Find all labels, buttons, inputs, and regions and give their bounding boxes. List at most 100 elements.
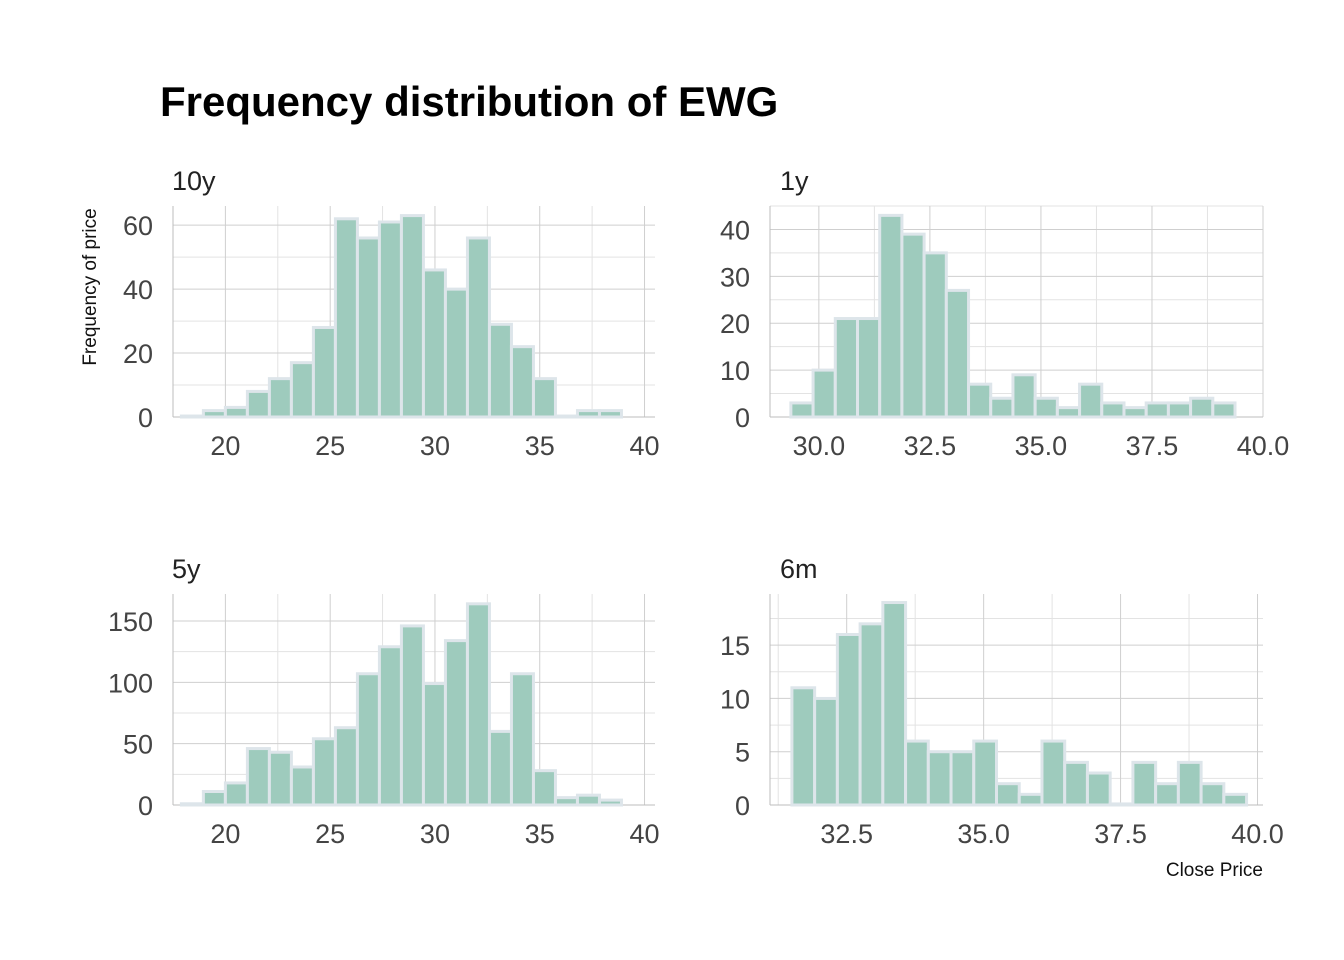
histogram-bar (355, 672, 381, 807)
y-tick-label: 60 (123, 211, 153, 241)
histogram-bar (509, 345, 535, 419)
histogram-bar (1108, 802, 1135, 807)
histogram-bar (289, 765, 315, 807)
facet-label: 10y (172, 166, 216, 196)
y-tick-label: 40 (123, 275, 153, 305)
histogram-bar (811, 368, 837, 419)
histogram-bar (1199, 782, 1226, 807)
y-tick-label: 10 (720, 356, 750, 386)
y-tick-label: 5 (735, 738, 750, 768)
histogram-bar (835, 632, 862, 807)
histogram-bar (597, 798, 623, 807)
x-tick-label: 35 (525, 431, 555, 461)
histogram-bar (465, 602, 491, 807)
histogram-bar (531, 377, 557, 419)
panel-10y: 10y 20 25 30 35 40 0 20 40 60 (123, 166, 660, 461)
y-tick-label: 50 (123, 730, 153, 760)
histogram-bar (465, 236, 491, 419)
histogram-bar (553, 796, 579, 807)
x-tick-label: 25 (315, 819, 345, 849)
histogram-bar (1222, 792, 1249, 807)
histogram-bar (531, 769, 557, 807)
histogram-bar (949, 750, 976, 807)
histogram-bar (858, 622, 885, 807)
histogram-bar (972, 739, 999, 807)
histogram-bar (421, 268, 447, 419)
facet-label: 5y (172, 554, 201, 584)
histogram-bar (790, 686, 817, 807)
x-tick-label: 35 (525, 819, 555, 849)
histogram-bar (333, 726, 359, 807)
x-tick-label: 35.0 (957, 819, 1010, 849)
facet-panels: 10y 20 25 30 35 40 0 20 40 60 1y 30.0 32.5 35.0 37.5 40… (108, 166, 1289, 849)
y-tick-label: 100 (108, 668, 153, 698)
y-tick-label: 150 (108, 607, 153, 637)
histogram-bar (179, 414, 205, 419)
facet-label: 1y (780, 166, 809, 196)
x-tick-label: 30 (420, 431, 450, 461)
histogram-bar (377, 645, 403, 807)
panel-1y: 1y 30.0 32.5 35.0 37.5 40.0 0 10 20 30 40 (720, 166, 1289, 461)
histogram-bar (179, 802, 205, 807)
histogram-bar (833, 317, 859, 419)
x-tick-label: 30 (420, 819, 450, 849)
histogram-bar (1131, 760, 1158, 807)
x-tick-label: 32.5 (820, 819, 873, 849)
histogram-bar (989, 396, 1015, 419)
histogram-bar (201, 790, 227, 807)
y-tick-label: 20 (720, 309, 750, 339)
histogram-bar (289, 361, 315, 419)
histogram-bar (1100, 401, 1126, 419)
x-tick-label: 30.0 (793, 431, 846, 461)
x-tick-label: 25 (315, 431, 345, 461)
histogram-bar (223, 781, 249, 807)
y-tick-label: 0 (138, 791, 153, 821)
x-axis-title: Close Price (1166, 860, 1263, 881)
histogram-bar (267, 750, 293, 807)
histogram-bar (1055, 406, 1082, 419)
histogram-bar (995, 782, 1021, 807)
histogram-bar (399, 214, 425, 419)
histogram-bar (1144, 401, 1170, 419)
x-tick-label: 40 (629, 819, 659, 849)
histogram-bar (245, 747, 271, 807)
histogram-bar (1017, 792, 1044, 807)
histogram-bar (1078, 382, 1104, 419)
y-tick-label: 15 (720, 631, 750, 661)
histogram-bar (1176, 760, 1203, 807)
chart-title: Frequency distribution of EWG (160, 78, 778, 125)
histogram-bar (1085, 771, 1112, 807)
y-tick-label: 0 (735, 791, 750, 821)
histogram-bar (575, 793, 601, 807)
histogram-bar (881, 601, 908, 807)
x-tick-label: 37.5 (1126, 431, 1179, 461)
histogram-bar (201, 409, 227, 419)
histogram-bar (1122, 406, 1148, 419)
x-tick-label: 40 (629, 431, 659, 461)
histogram-bar (967, 382, 993, 419)
histogram-bar (1211, 401, 1237, 419)
histogram-bar (575, 409, 601, 419)
x-tick-label: 37.5 (1094, 819, 1147, 849)
y-tick-label: 20 (123, 339, 153, 369)
histogram-bar (855, 317, 882, 419)
x-tick-label: 20 (210, 431, 240, 461)
histogram-bar (333, 217, 359, 419)
histogram-bar (267, 377, 293, 419)
histogram-bar (813, 696, 839, 807)
histogram-bar (789, 401, 815, 419)
x-tick-label: 20 (210, 819, 240, 849)
histogram-bar (311, 325, 337, 419)
histogram-bar (487, 729, 513, 807)
x-tick-label: 35.0 (1015, 431, 1068, 461)
histogram-bar (922, 251, 948, 419)
y-axis-title: Frequency of price (80, 208, 101, 365)
histogram-bar (443, 639, 469, 807)
panel-6m: 6m 32.5 35.0 37.5 40.0 0 5 10 15 (720, 554, 1284, 849)
histogram-bar (1033, 396, 1059, 419)
histogram-bar (311, 737, 337, 807)
histogram-bar (509, 672, 535, 807)
facet-label: 6m (780, 554, 818, 584)
y-tick-label: 40 (720, 215, 750, 245)
